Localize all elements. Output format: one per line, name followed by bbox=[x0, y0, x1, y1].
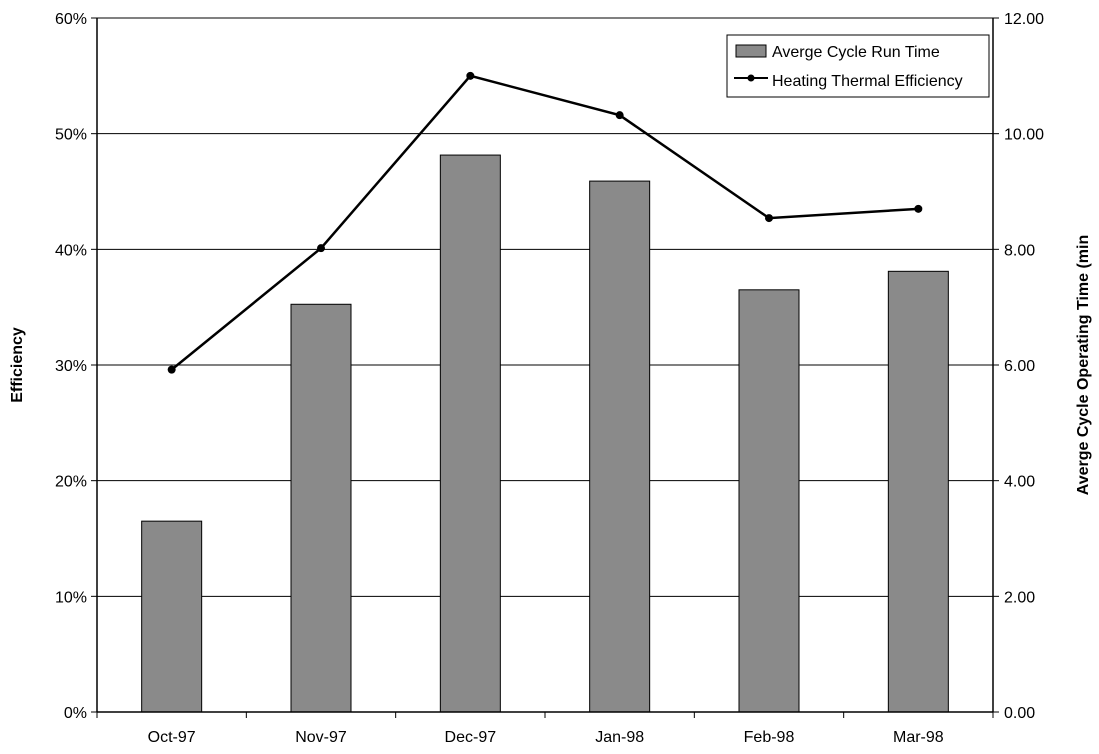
x-tick-label: Feb-98 bbox=[744, 729, 795, 746]
x-tick-label: Mar-98 bbox=[893, 729, 944, 746]
legend-bar-label: Averge Cycle Run Time bbox=[772, 44, 940, 61]
tick-labels: 0% 0.00 10% 2.00 20% 4.00 30% 6.00 40% 8.00 50% 10.… bbox=[55, 11, 1044, 746]
efficiency-line bbox=[170, 74, 919, 371]
y-tick-label: 20% bbox=[55, 474, 87, 491]
efficiency-point bbox=[914, 204, 923, 213]
y-tick-label: 30% bbox=[55, 358, 87, 375]
bar bbox=[439, 154, 501, 713]
line-series bbox=[167, 71, 923, 374]
y-tick-label: 10% bbox=[55, 589, 87, 606]
efficiency-point bbox=[317, 244, 325, 253]
y-tick-label: 0% bbox=[64, 705, 87, 722]
bar bbox=[141, 520, 203, 713]
bar bbox=[887, 270, 949, 713]
efficiency-point bbox=[466, 71, 475, 80]
legend-line-marker bbox=[747, 74, 755, 82]
x-tick-label: Oct-97 bbox=[148, 729, 196, 746]
bar bbox=[290, 303, 352, 713]
legend-box bbox=[726, 34, 990, 98]
gridlines bbox=[97, 133, 993, 597]
axes bbox=[91, 17, 999, 718]
x-tick-label: Nov-97 bbox=[295, 729, 347, 746]
y2-tick-label: 12.00 bbox=[1004, 11, 1044, 28]
efficiency-point bbox=[167, 365, 176, 374]
bar bbox=[589, 180, 651, 713]
y-tick-label: 60% bbox=[55, 11, 87, 28]
y2-tick-label: 0.00 bbox=[1004, 705, 1035, 722]
y2-tick-label: 8.00 bbox=[1004, 242, 1035, 259]
y2-tick-label: 10.00 bbox=[1004, 127, 1044, 144]
efficiency-point bbox=[765, 214, 773, 223]
y-tick-label: 40% bbox=[55, 242, 87, 259]
bars bbox=[141, 154, 949, 713]
legend-line-label: Heating Thermal Efficiency bbox=[772, 73, 963, 90]
legend-bar-swatch bbox=[735, 44, 767, 58]
y2-axis-title: Averge Cycle Operating Time (min bbox=[1075, 235, 1092, 496]
efficiency-point bbox=[615, 111, 624, 120]
legend: Averge Cycle Run Time Heating Thermal Ef… bbox=[726, 34, 990, 98]
x-tick-label: Jan-98 bbox=[595, 729, 644, 746]
y-tick-label: 50% bbox=[55, 127, 87, 144]
y2-tick-label: 4.00 bbox=[1004, 474, 1035, 491]
bar bbox=[738, 289, 800, 713]
y2-tick-label: 6.00 bbox=[1004, 358, 1035, 375]
y-axis-title: Efficiency bbox=[9, 327, 26, 403]
y2-tick-label: 2.00 bbox=[1004, 589, 1035, 606]
x-tick-label: Dec-97 bbox=[445, 729, 497, 746]
